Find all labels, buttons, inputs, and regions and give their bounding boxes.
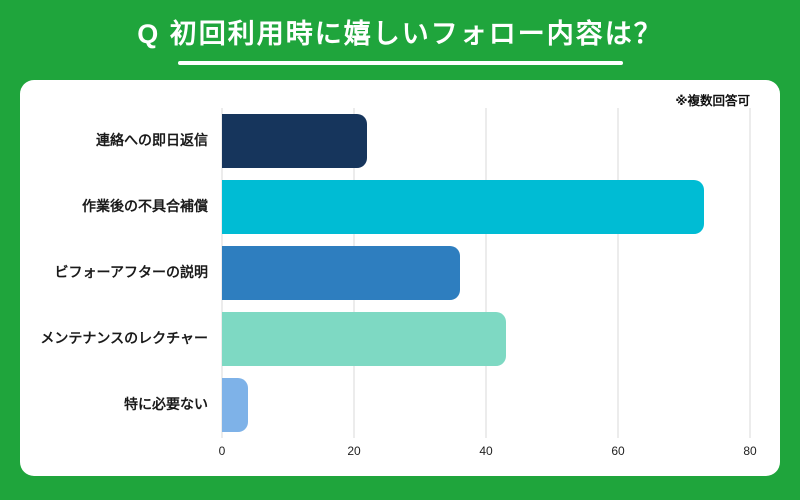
x-tick-label: 80 [743,443,757,458]
x-tick-label: 40 [479,443,493,458]
gridline [485,107,487,438]
bar-1 [222,179,704,234]
chart-note: ※複数回答可 [675,93,750,108]
x-tick-label: 60 [611,443,625,458]
bar-3 [222,311,506,366]
chart-card: ※複数回答可 連絡への即日返信作業後の不具合補償ビフォーアフターの説明メンテナン… [20,79,780,476]
gridline [749,107,751,438]
bar-track [222,113,750,168]
category-label: メンテナンスのレクチャー [40,330,208,347]
x-tick-label: 20 [347,443,361,458]
x-tick-label: 0 [218,443,226,458]
bar-track [222,311,750,366]
chart-row: 作業後の不具合補償 [36,174,750,240]
bar-track [222,245,750,300]
category-label: 特に必要ない [124,396,208,413]
plot-area: 連絡への即日返信作業後の不具合補償ビフォーアフターの説明メンテナンスのレクチャー… [36,107,751,438]
chart-row: ビフォーアフターの説明 [36,240,750,306]
bar-track [222,377,750,432]
category-label: ビフォーアフターの説明 [54,264,208,281]
chart-row: 連絡への即日返信 [36,108,750,174]
title-underline [177,60,623,65]
bar-0 [222,113,368,168]
category-label: 作業後の不具合補償 [82,198,208,215]
page-header: Q 初回利用時に嬉しいフォロー内容は？ [0,0,800,65]
page-title: Q 初回利用時に嬉しいフォロー内容は？ [137,19,663,49]
chart-row: 特に必要ない [36,372,750,438]
x-axis: 0 20 40 60 80 [218,438,757,462]
gridline [617,107,619,438]
bar-track [222,179,750,234]
category-label: 連絡への即日返信 [96,132,208,149]
chart-row: メンテナンスのレクチャー [36,306,750,372]
bar-2 [222,245,460,300]
bar-4 [222,377,249,432]
bar-chart: 連絡への即日返信作業後の不具合補償ビフォーアフターの説明メンテナンスのレクチャー… [36,107,757,462]
chart-rows: 連絡への即日返信作業後の不具合補償ビフォーアフターの説明メンテナンスのレクチャー… [36,108,750,438]
